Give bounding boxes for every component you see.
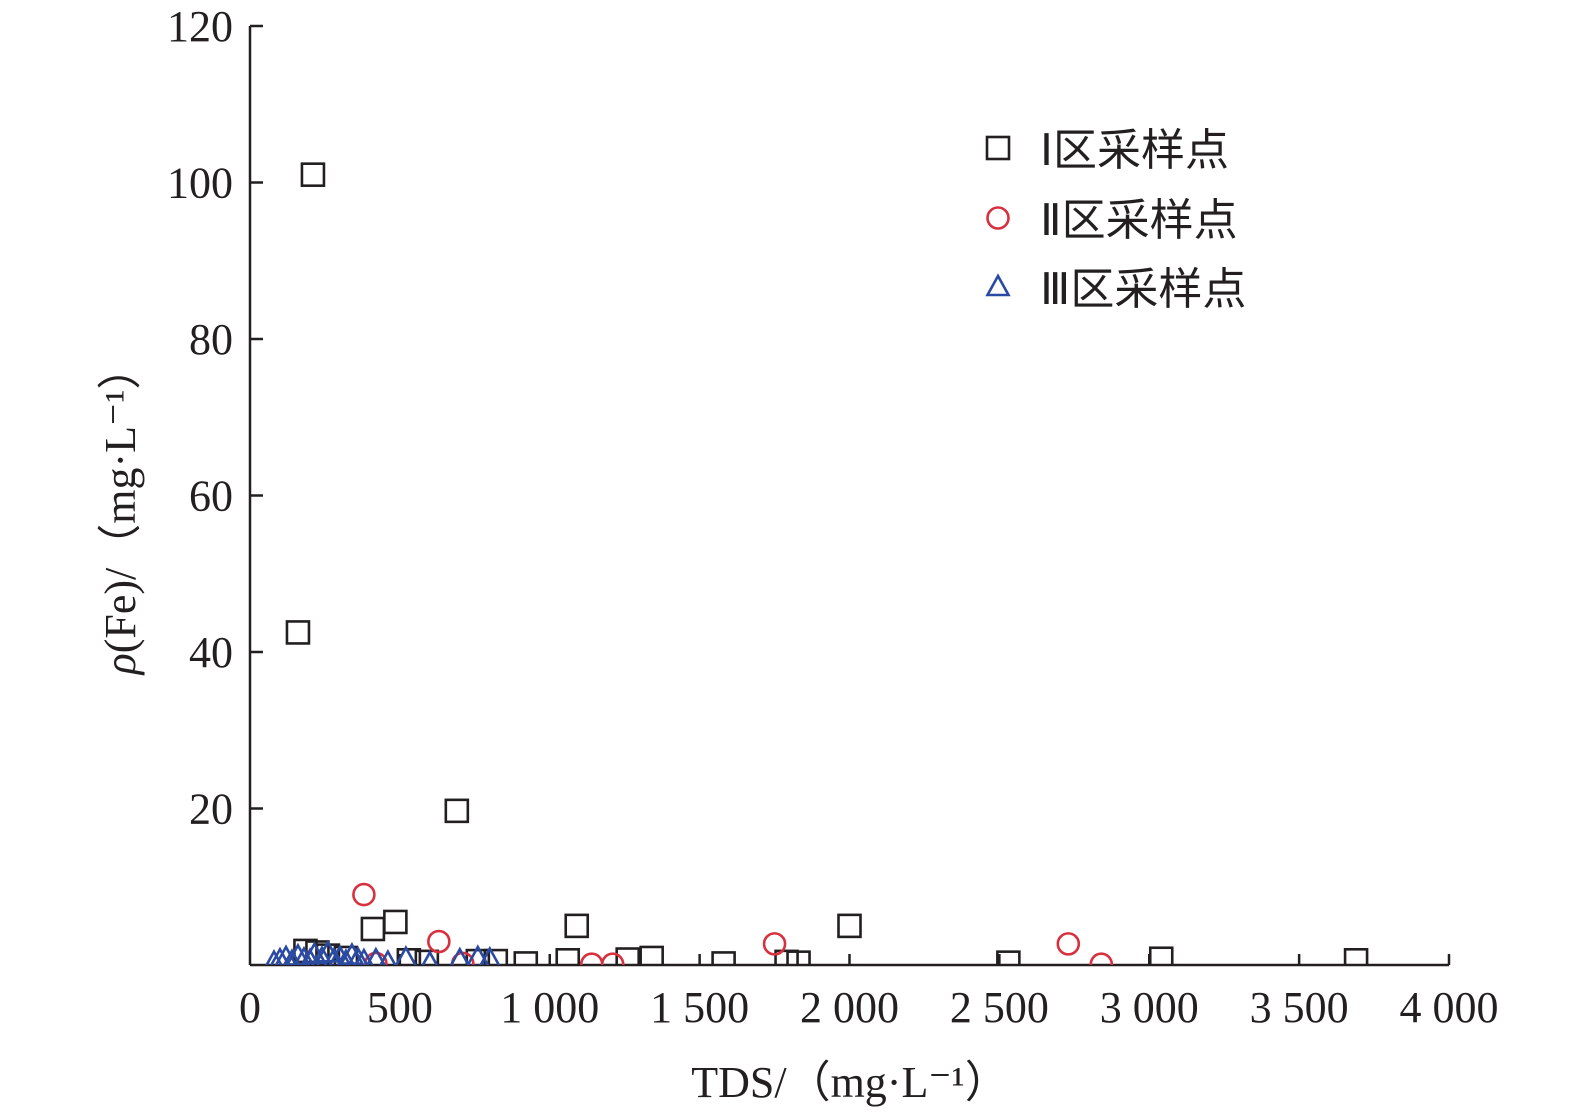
x-tick-label: 2 000: [800, 983, 899, 1032]
axes: [248, 26, 1449, 967]
data-point-triangle: [449, 946, 470, 965]
data-point-circle: [352, 882, 376, 907]
legend-circle-icon: [986, 206, 1010, 230]
data-point-triangle: [421, 949, 439, 965]
data-point-square: [513, 951, 539, 965]
data-point-square: [555, 948, 581, 965]
data-point-triangle: [285, 942, 311, 965]
legend-triangle-icon: [985, 273, 1011, 297]
legend-label: Ⅱ区采样点: [1040, 195, 1238, 246]
y-tick-label: 100: [167, 159, 233, 208]
data-point-triangle: [269, 946, 291, 965]
legend-item: Ⅱ区采样点: [986, 195, 1238, 246]
y-axis-title: ρ(Fe)/（mg·L⁻¹）: [96, 346, 145, 677]
data-point-square: [564, 913, 590, 939]
data-point-square: [444, 798, 470, 824]
data-point-square: [360, 916, 386, 942]
data-point-square: [383, 909, 408, 935]
data-point-square: [996, 950, 1021, 965]
y-tick-label: 80: [189, 315, 233, 364]
data-point-square: [711, 951, 736, 965]
data-point-triangle: [466, 944, 490, 965]
data-point-triangle: [339, 941, 365, 965]
series-triangle-points: [265, 939, 501, 965]
legend-label: Ⅲ区采样点: [1040, 264, 1246, 315]
data-point-square: [285, 620, 311, 645]
legend-item: Ⅲ区采样点: [985, 264, 1246, 315]
data-point-circle: [1056, 932, 1081, 956]
data-point-square: [837, 913, 862, 939]
legend-item: Ⅰ区采样点: [985, 125, 1229, 176]
y-tick-label: 60: [189, 472, 233, 521]
x-ticks: 0 500 1 000 1 500 2 000 2 500 3 000 3 500 4 000: [239, 954, 1499, 1032]
data-points: [265, 162, 1369, 965]
data-point-square: [1148, 946, 1174, 965]
y-axis-title-symbol: ρ: [96, 653, 145, 676]
data-point-triangle: [365, 946, 387, 965]
x-tick-label: 2 500: [950, 983, 1049, 1032]
x-axis-title: TDS/（mg·L⁻¹）: [691, 1058, 1009, 1107]
data-point-triangle: [394, 945, 417, 965]
data-point-triangle: [379, 948, 397, 965]
x-tick-label: 1 500: [650, 983, 749, 1032]
data-point-square: [786, 950, 811, 965]
y-ticks: 20 40 60 80 100 120: [167, 2, 263, 834]
data-point-square: [1343, 948, 1369, 965]
y-tick-label: 40: [189, 628, 233, 677]
data-point-square: [414, 949, 440, 965]
x-tick-label: 1 000: [500, 983, 599, 1032]
x-tick-label: 4 000: [1400, 983, 1499, 1032]
legend: Ⅰ区采样点 Ⅱ区采样点 Ⅲ区采样点: [985, 125, 1246, 315]
data-point-triangle: [310, 945, 333, 965]
data-point-circle: [600, 952, 625, 965]
y-axis-title-rest: (Fe)/（mg·L⁻¹）: [96, 346, 145, 654]
data-point-square: [615, 947, 640, 965]
x-tick-label: 0: [239, 983, 261, 1032]
data-point-square: [300, 162, 326, 187]
data-point-triangle: [479, 945, 501, 965]
y-tick-label: 120: [167, 2, 233, 51]
data-point-circle: [427, 929, 451, 954]
data-point-triangle: [347, 945, 369, 965]
data-point-square: [639, 945, 664, 965]
y-tick-label: 20: [189, 785, 233, 834]
x-tick-label: 500: [367, 983, 433, 1032]
data-point-circle: [1089, 952, 1114, 965]
data-point-circle: [762, 932, 787, 956]
data-point-triangle: [293, 945, 315, 965]
legend-label: Ⅰ区采样点: [1040, 125, 1229, 176]
x-tick-label: 3 500: [1250, 983, 1349, 1032]
x-tick-label: 3 000: [1100, 983, 1199, 1032]
legend-square-icon: [985, 135, 1011, 161]
data-point-triangle: [323, 946, 345, 965]
